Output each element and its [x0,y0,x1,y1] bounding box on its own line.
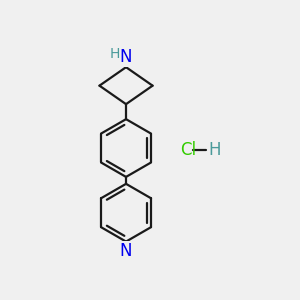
Text: H: H [110,47,120,61]
Text: Cl: Cl [180,141,196,159]
Text: N: N [120,242,132,260]
Text: H: H [209,141,221,159]
Text: N: N [120,49,132,67]
